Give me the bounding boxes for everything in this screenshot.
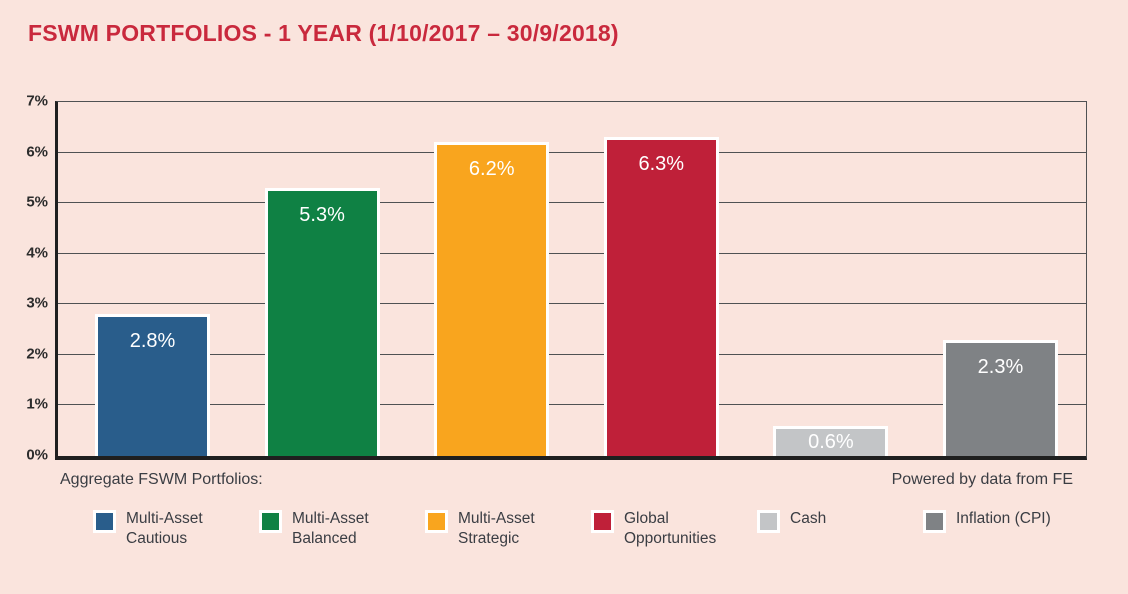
bar-value-label: 0.6%	[808, 431, 854, 454]
gridline	[58, 353, 1086, 355]
y-tick-label-4: 4%	[26, 244, 48, 262]
legend-label: Global Opportunities	[624, 510, 717, 548]
gridline	[58, 202, 1086, 204]
chart-title: FSWM PORTFOLIOS - 1 YEAR (1/10/2017 – 30…	[28, 20, 619, 46]
bar-multi-asset-balanced: 5.3%	[264, 187, 380, 456]
y-tick-label-7: 7%	[26, 92, 48, 110]
gridline	[58, 303, 1086, 305]
bar-value-label: 2.3%	[977, 355, 1024, 378]
bar-global-opportunities: 6.3%	[603, 137, 719, 456]
bar-value-label: 6.3%	[638, 153, 685, 176]
gridline	[58, 252, 1086, 254]
bar-multi-asset-strategic: 6.2%	[434, 142, 550, 456]
legend-item-multi-asset-cautious: Multi-Asset Cautious	[93, 509, 259, 549]
bar-group: 2.8% 5.3% 6.2% 6.3% 0.6% 2.3%	[58, 102, 1086, 456]
legend-swatch-multi-asset-balanced	[259, 510, 282, 533]
legend-item-multi-asset-strategic: Multi-Asset Strategic	[425, 509, 591, 549]
legend-label: Inflation (CPI)	[956, 510, 1051, 527]
powered-by-label: Powered by data from FE	[891, 471, 1073, 488]
legend: Multi-Asset Cautious Multi-Asset Balance…	[93, 509, 1089, 549]
bar-inflation-cpi: 2.3%	[942, 339, 1058, 456]
legend-swatch-global-opportunities	[591, 510, 614, 533]
y-axis: 0% 1% 2% 3% 4% 5% 6% 7%	[0, 94, 48, 463]
legend-label: Cash	[790, 510, 827, 527]
plot-area: 2.8% 5.3% 6.2% 6.3% 0.6% 2.3%	[55, 101, 1087, 460]
y-tick-label-2: 2%	[26, 345, 48, 363]
legend-item-cash: Cash	[757, 509, 923, 549]
y-tick-label-1: 1%	[26, 395, 48, 413]
legend-swatch-cash	[757, 510, 780, 533]
bar-multi-asset-cautious: 2.8%	[95, 314, 210, 456]
y-tick-label-0: 0%	[26, 446, 48, 464]
y-tick-label-3: 3%	[26, 294, 48, 312]
legend-swatch-inflation-cpi	[923, 510, 946, 533]
legend-item-multi-asset-balanced: Multi-Asset Balanced	[259, 509, 425, 549]
legend-label: Multi-Asset Strategic	[458, 510, 535, 548]
y-tick-label-5: 5%	[26, 193, 48, 211]
legend-item-inflation-cpi: Inflation (CPI)	[923, 509, 1089, 549]
bar-value-label: 2.8%	[129, 330, 176, 353]
legend-label: Multi-Asset Cautious	[126, 510, 203, 548]
bar-cash: 0.6%	[773, 425, 889, 456]
legend-item-global-opportunities: Global Opportunities	[591, 509, 757, 549]
legend-swatch-multi-asset-strategic	[425, 510, 448, 533]
y-tick-label-6: 6%	[26, 143, 48, 161]
aggregate-portfolios-label: Aggregate FSWM Portfolios:	[60, 471, 263, 488]
gridline	[58, 151, 1086, 153]
bar-value-label: 5.3%	[299, 203, 345, 226]
legend-label: Multi-Asset Balanced	[292, 510, 369, 548]
bar-value-label: 6.2%	[468, 158, 515, 181]
gridline	[58, 404, 1086, 406]
legend-swatch-multi-asset-cautious	[93, 510, 116, 533]
